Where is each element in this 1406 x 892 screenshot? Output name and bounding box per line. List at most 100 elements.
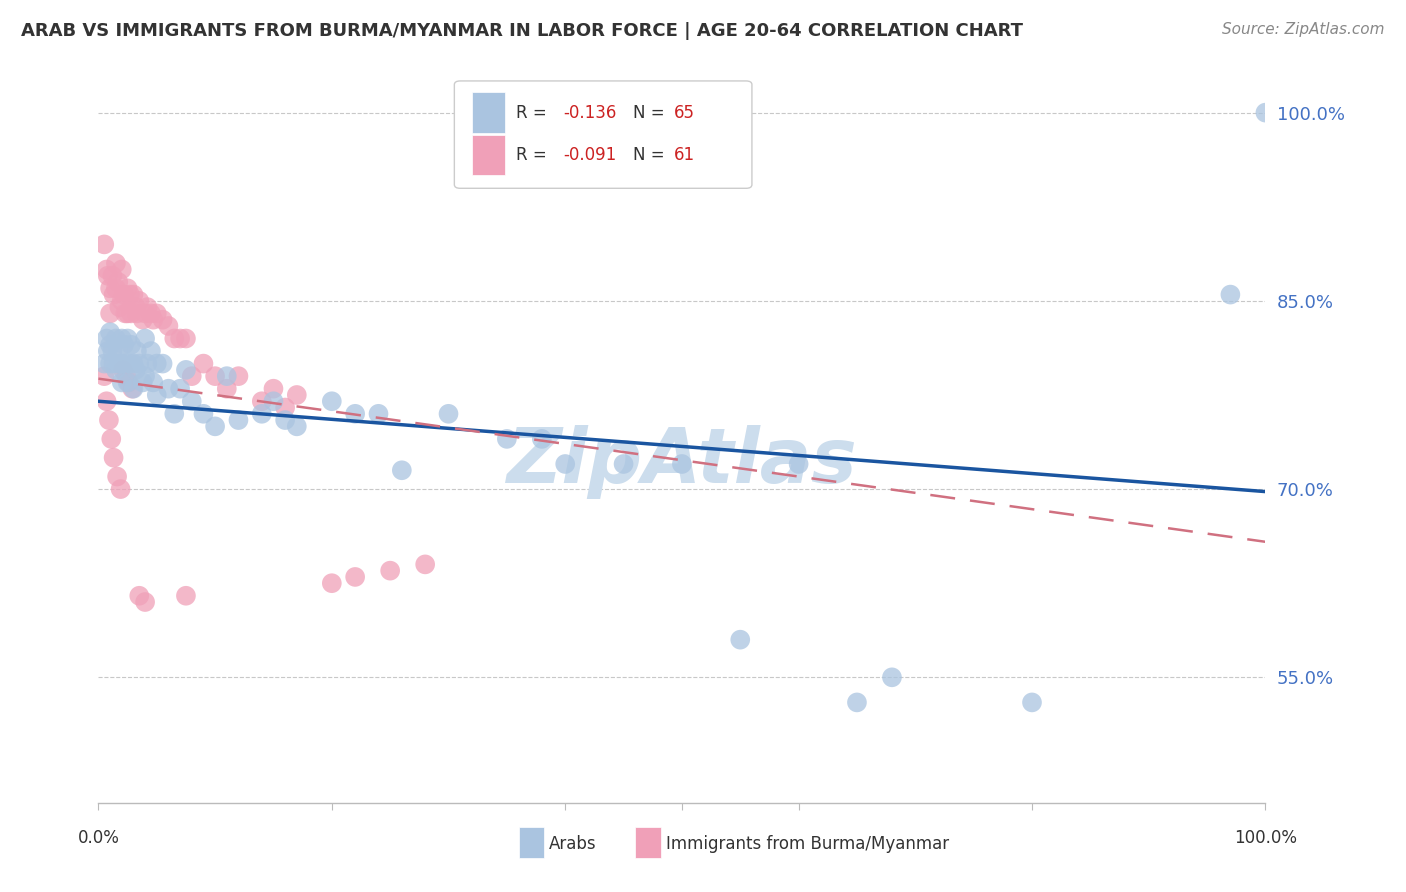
Point (125, 306, 148, 320)
Point (136, 300, 159, 314)
Point (134, 331, 156, 345)
Point (128, 589, 150, 603)
Point (120, 306, 142, 320)
Point (671, 457, 693, 471)
Point (157, 318, 180, 333)
Point (730, 632, 752, 647)
Point (215, 382, 238, 396)
Point (367, 407, 389, 421)
Point (132, 376, 155, 390)
Point (118, 287, 141, 301)
Point (613, 457, 636, 471)
Point (98, 325, 121, 339)
Point (228, 369, 250, 384)
Point (142, 312, 165, 326)
Point (120, 338, 142, 352)
Point (169, 382, 191, 396)
Point (139, 344, 162, 359)
Point (112, 338, 135, 352)
Text: Arabs: Arabs (548, 835, 596, 853)
Point (93, 237, 115, 252)
Point (97, 268, 120, 283)
Point (98, 281, 121, 295)
Point (121, 382, 143, 396)
Point (110, 482, 132, 496)
Point (530, 432, 553, 446)
Point (111, 262, 134, 277)
Text: 100.0%: 100.0% (1234, 829, 1296, 847)
Point (321, 394, 343, 409)
Point (104, 256, 127, 270)
Point (98, 338, 121, 352)
Point (128, 357, 150, 371)
Point (180, 394, 202, 409)
Bar (472, 93, 505, 133)
Point (380, 564, 402, 578)
Point (108, 357, 131, 371)
Point (163, 407, 186, 421)
Point (139, 306, 162, 320)
Point (111, 357, 134, 371)
Point (163, 331, 186, 345)
Point (96, 394, 118, 409)
Point (174, 331, 197, 345)
Point (344, 570, 367, 584)
Point (152, 357, 174, 371)
Point (496, 432, 519, 446)
Point (204, 369, 226, 384)
Point (114, 357, 136, 371)
Point (117, 281, 139, 295)
Point (103, 287, 125, 301)
Point (1219, 287, 1241, 301)
Point (98, 357, 121, 371)
Point (136, 357, 159, 371)
Point (262, 394, 284, 409)
Point (111, 376, 134, 390)
Text: ZipAtlas: ZipAtlas (506, 425, 858, 500)
Point (554, 457, 576, 471)
Point (111, 331, 134, 345)
Point (122, 382, 145, 396)
Point (96, 262, 118, 277)
Text: 0.0%: 0.0% (77, 829, 120, 847)
Bar (472, 135, 505, 176)
Text: 65: 65 (673, 103, 695, 122)
Point (250, 407, 273, 421)
Point (112, 287, 135, 301)
Point (118, 376, 141, 390)
Point (107, 275, 129, 289)
Point (134, 369, 156, 384)
Point (1021, 695, 1043, 709)
Point (114, 306, 136, 320)
Point (146, 357, 169, 371)
Text: Immigrants from Burma/Myanmar: Immigrants from Burma/Myanmar (665, 835, 949, 853)
Point (146, 388, 169, 402)
Point (128, 293, 150, 308)
Point (152, 312, 174, 326)
Point (228, 413, 250, 427)
Text: N =: N = (633, 103, 669, 122)
Text: R =: R = (516, 103, 553, 122)
Point (180, 369, 202, 384)
Point (146, 306, 169, 320)
Point (204, 419, 226, 434)
Point (115, 369, 138, 384)
Point (97, 344, 120, 359)
Point (274, 413, 297, 427)
Point (122, 287, 145, 301)
Text: N =: N = (633, 146, 669, 164)
Point (134, 595, 156, 609)
Text: R =: R = (516, 146, 553, 164)
Text: -0.136: -0.136 (562, 103, 616, 122)
Point (122, 357, 145, 371)
Point (103, 357, 125, 371)
Point (111, 363, 134, 377)
Point (437, 407, 460, 421)
Point (413, 558, 436, 572)
Point (100, 432, 122, 446)
Point (97, 413, 120, 427)
Point (1254, 105, 1277, 120)
Point (125, 300, 148, 314)
Point (96, 331, 118, 345)
Bar (519, 827, 544, 858)
